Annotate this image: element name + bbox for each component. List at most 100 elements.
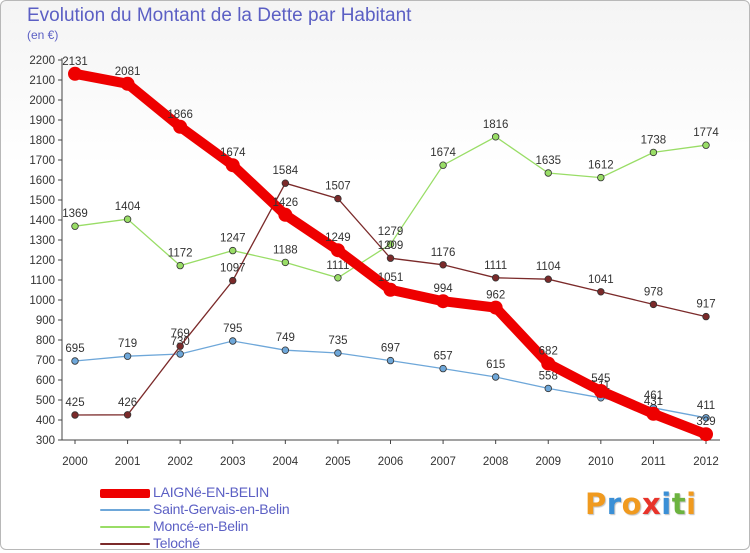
data-label: 1249 xyxy=(325,232,351,244)
data-label: 1674 xyxy=(220,147,246,159)
data-point xyxy=(491,274,500,282)
x-tick-label: 2003 xyxy=(220,456,246,468)
logo-letter: x xyxy=(642,487,662,521)
data-label: 695 xyxy=(65,343,84,355)
y-tick-label: 1200 xyxy=(29,255,55,267)
data-point xyxy=(544,169,552,177)
y-tick-label: 1100 xyxy=(30,275,55,287)
data-label: 1209 xyxy=(378,240,404,252)
data-label: 1774 xyxy=(693,127,719,139)
y-tick-label: 2000 xyxy=(29,95,55,107)
data-point xyxy=(491,373,500,381)
logo-letter: P xyxy=(585,487,607,521)
data-point xyxy=(383,282,398,297)
data-label: 1247 xyxy=(220,233,246,245)
data-point xyxy=(71,357,79,365)
y-tick-label: 500 xyxy=(36,395,55,407)
chart-title: Evolution du Montant de la Dette par Hab… xyxy=(27,5,412,26)
y-tick-label: 1000 xyxy=(29,295,55,307)
data-point xyxy=(176,342,184,350)
data-label: 545 xyxy=(591,373,610,385)
y-tick-label: 900 xyxy=(36,315,55,327)
data-point xyxy=(123,411,132,419)
data-point xyxy=(229,337,237,345)
x-tick-label: 2002 xyxy=(167,456,193,468)
data-point xyxy=(597,288,605,296)
data-point xyxy=(597,173,605,182)
data-point xyxy=(330,243,345,258)
data-point xyxy=(173,119,188,134)
legend-swatch xyxy=(100,543,150,545)
logo-letter: r xyxy=(606,487,622,521)
data-point xyxy=(699,427,713,442)
data-label: 1404 xyxy=(115,201,141,213)
legend-swatch xyxy=(100,526,150,528)
data-point xyxy=(120,76,135,91)
series-line-teloch xyxy=(74,182,707,416)
data-point xyxy=(281,346,290,354)
x-tick-label: 2000 xyxy=(62,456,88,468)
x-tick-label: 2010 xyxy=(588,456,614,468)
data-point xyxy=(544,384,552,393)
x-tick-label: 2001 xyxy=(115,456,141,468)
data-point xyxy=(439,261,447,269)
data-point xyxy=(123,352,132,360)
x-tick-label: 2006 xyxy=(378,456,404,468)
data-label: 1369 xyxy=(62,208,88,220)
data-point xyxy=(386,254,395,262)
data-label: 795 xyxy=(223,323,242,335)
data-label: 657 xyxy=(433,351,452,363)
data-label: 730 xyxy=(171,336,190,348)
data-point xyxy=(386,356,395,365)
data-point xyxy=(68,66,82,81)
y-tick-label: 1700 xyxy=(29,155,55,167)
x-tick-label: 2007 xyxy=(430,456,456,468)
data-label: 1816 xyxy=(483,119,509,131)
data-label: 1635 xyxy=(535,155,561,167)
data-label: 2081 xyxy=(115,66,141,78)
data-point xyxy=(541,356,556,371)
data-point xyxy=(334,274,342,282)
data-label: 1584 xyxy=(273,165,299,177)
data-label: 425 xyxy=(65,397,84,409)
data-point xyxy=(439,161,447,169)
data-point xyxy=(229,246,237,255)
data-label: 697 xyxy=(381,343,400,355)
data-label: 1426 xyxy=(273,197,299,209)
y-tick-label: 2200 xyxy=(29,55,55,67)
y-tick-label: 400 xyxy=(36,415,55,427)
legend-label: Saint-Gervais-en-Belin xyxy=(153,501,290,517)
data-point xyxy=(123,215,132,223)
legend-swatch xyxy=(100,509,150,511)
logo-letter: i xyxy=(686,487,697,521)
legend-swatch xyxy=(100,488,150,498)
y-tick-label: 600 xyxy=(36,375,55,387)
data-point xyxy=(436,294,451,309)
data-point xyxy=(488,300,503,315)
y-tick-label: 1800 xyxy=(29,135,55,147)
proxiti-logo: Proxiti xyxy=(585,487,697,521)
x-tick-label: 2005 xyxy=(325,456,351,468)
x-tick-label: 2012 xyxy=(693,456,719,468)
data-label: 769 xyxy=(171,328,190,340)
data-point xyxy=(702,414,710,422)
data-point xyxy=(439,364,447,373)
data-label: 1104 xyxy=(536,261,561,273)
data-label: 411 xyxy=(697,400,715,412)
legend-label: LAIGNé-EN-BELIN xyxy=(153,484,270,500)
data-point xyxy=(334,194,342,203)
data-label: 1172 xyxy=(168,248,193,260)
data-label: 426 xyxy=(118,397,137,409)
data-point xyxy=(176,261,184,270)
logo-letter: t xyxy=(671,487,687,521)
data-point xyxy=(176,350,184,358)
logo-letter: o xyxy=(621,487,643,521)
data-label: 719 xyxy=(118,338,137,350)
data-point xyxy=(281,258,290,267)
data-point xyxy=(229,276,237,285)
data-label: 1674 xyxy=(430,147,456,159)
data-label: 1176 xyxy=(431,247,456,259)
y-tick-label: 1300 xyxy=(29,235,55,247)
data-point xyxy=(281,179,290,187)
